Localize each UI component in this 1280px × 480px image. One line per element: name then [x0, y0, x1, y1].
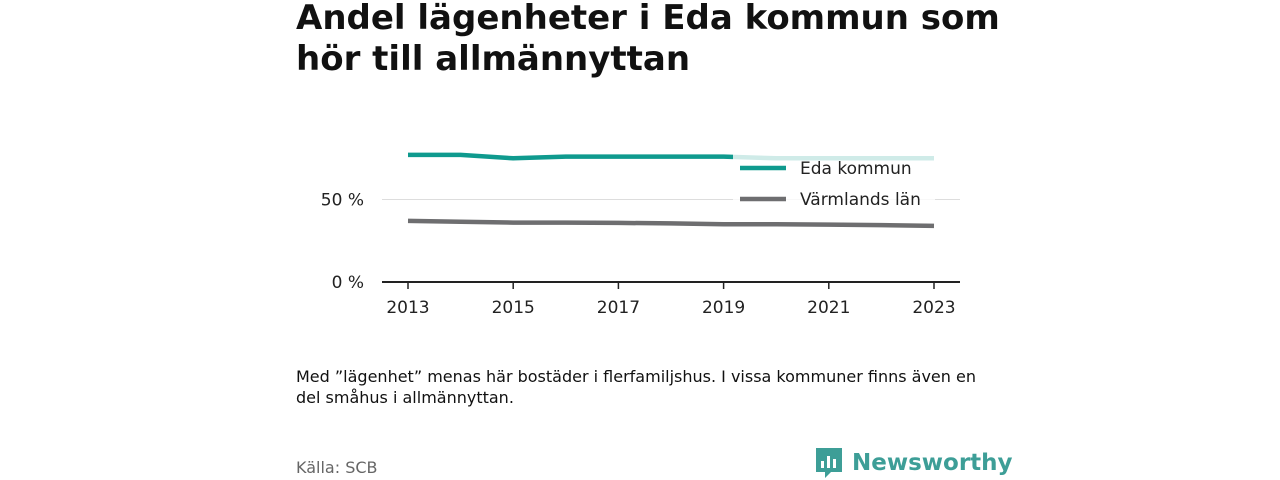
- x-tick-label: 2019: [702, 298, 745, 318]
- newsworthy-logo-icon: [816, 448, 842, 478]
- legend-background: [733, 152, 935, 218]
- line-chart: 0 % 50 % 2013 2015 2017 2019 2021 2023 Eda komm…: [321, 152, 960, 318]
- x-tick-label: 2015: [492, 298, 535, 318]
- x-tick-label: 2013: [386, 298, 429, 318]
- x-tick-label: 2021: [807, 298, 850, 318]
- brand-logo: Newsworthy: [814, 446, 1013, 480]
- series-line-2: [407, 218, 935, 229]
- legend-label: Eda kommun: [800, 159, 912, 179]
- y-tick-label: 0 %: [332, 273, 364, 293]
- axis-layer: 0 % 50 % 2013 2015 2017 2019 2021 2023: [321, 191, 960, 318]
- x-tick-label: 2023: [912, 298, 955, 318]
- legend: Eda kommun Värmlands län: [733, 152, 935, 218]
- source-label: Källa: SCB: [296, 458, 378, 477]
- x-tick-label: 2017: [597, 298, 640, 318]
- brand-name: Newsworthy: [852, 450, 1013, 476]
- chart-note: Med ”lägenhet” menas här bostäder i fler…: [296, 367, 976, 407]
- y-tick-label: 50 %: [321, 191, 364, 211]
- legend-label: Värmlands län: [800, 190, 921, 210]
- chart-title: Andel lägenheter i Eda kommun som hör ti…: [296, 0, 1000, 79]
